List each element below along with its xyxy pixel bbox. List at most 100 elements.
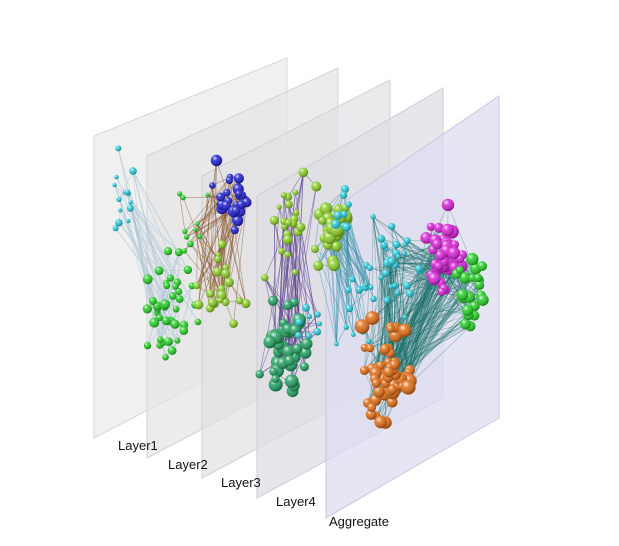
node-shading xyxy=(126,218,131,224)
edge-aggregate xyxy=(390,262,411,382)
node-shading xyxy=(233,173,244,184)
edge-aggregate xyxy=(391,289,447,389)
edge-layer1 xyxy=(118,170,134,200)
edge-layer1 xyxy=(118,222,189,271)
node-shading xyxy=(386,396,398,408)
node-shading xyxy=(261,273,269,282)
node-shading xyxy=(149,317,160,328)
node-shading xyxy=(367,403,377,412)
node-shading xyxy=(126,204,134,212)
node-shading xyxy=(205,192,210,198)
edge-aggregate xyxy=(364,294,463,349)
edge-aggregate xyxy=(377,245,385,372)
edge-aggregate xyxy=(409,249,434,370)
edge-aggregate xyxy=(390,227,440,330)
node-shading xyxy=(284,219,292,227)
edge-layer1 xyxy=(118,199,166,358)
node-shading xyxy=(293,209,300,216)
edge-aggregate xyxy=(390,262,436,265)
node-shading xyxy=(154,266,164,276)
node-shading xyxy=(168,292,177,300)
edge-layer4 xyxy=(336,327,347,345)
edge-aggregate xyxy=(405,294,463,379)
node-shading xyxy=(217,240,227,249)
node-shading xyxy=(314,311,321,318)
edge-aggregate xyxy=(386,263,388,300)
edge-layer2 xyxy=(179,193,186,232)
edge-aggregate xyxy=(364,323,466,349)
edge-aggregate xyxy=(396,270,421,330)
edge-aggregate xyxy=(362,277,479,327)
node-shading xyxy=(278,247,285,255)
edge-layer2 xyxy=(196,244,223,286)
edge-aggregate xyxy=(391,226,405,254)
edge-layer1 xyxy=(132,170,169,252)
edge-aggregate xyxy=(391,226,405,254)
node-shading xyxy=(128,200,133,205)
edge-aggregate xyxy=(404,275,432,318)
node-shading xyxy=(231,206,241,216)
edge-layer1 xyxy=(130,202,158,313)
node-shading xyxy=(461,304,474,316)
node-shading xyxy=(383,366,395,378)
node-shading xyxy=(363,282,368,287)
edge-aggregate xyxy=(372,216,396,287)
edge-layer1 xyxy=(115,227,177,310)
node-shading xyxy=(339,191,348,199)
edge-aggregate xyxy=(405,243,420,269)
edge-aggregate xyxy=(390,262,396,364)
layer-label-4: Layer4 xyxy=(276,494,316,509)
edge-aggregate xyxy=(380,277,384,379)
layer-label-2: Layer2 xyxy=(168,457,208,472)
node-shading xyxy=(267,295,278,306)
node-shading xyxy=(365,409,377,420)
node-shading xyxy=(284,251,291,258)
layer-labels: Layer1 Layer2 Layer3 Layer4 Aggregate xyxy=(118,438,389,529)
node-shading xyxy=(319,202,333,215)
edge-aggregate xyxy=(374,256,399,379)
node-shading xyxy=(441,198,455,212)
node-shading xyxy=(345,201,352,208)
node-shading xyxy=(292,269,299,276)
edge-aggregate xyxy=(384,261,392,351)
node-shading xyxy=(334,341,339,347)
node-shading xyxy=(381,269,390,278)
edge-aggregate xyxy=(389,288,445,328)
node-shading xyxy=(224,277,234,288)
node-shading xyxy=(415,265,423,273)
node-shading xyxy=(432,239,443,250)
edge-aggregate xyxy=(381,252,455,377)
edge-layer3 xyxy=(272,226,285,338)
node-shading xyxy=(163,282,171,290)
edge-aggregate xyxy=(407,258,456,388)
node-shading xyxy=(280,192,287,199)
node-shading xyxy=(305,332,312,339)
edge-layer1 xyxy=(130,208,180,253)
node-shading xyxy=(365,311,380,325)
edge-aggregate xyxy=(372,269,461,319)
node-shading xyxy=(377,234,386,243)
edge-layer3 xyxy=(274,220,276,338)
layer-label-3: Layer3 xyxy=(221,475,261,490)
edge-aggregate xyxy=(381,262,391,377)
node-shading xyxy=(455,266,464,274)
node-shading xyxy=(276,204,282,210)
edge-aggregate xyxy=(387,298,469,316)
node-shading xyxy=(217,297,224,304)
node-shading xyxy=(392,240,401,249)
node-shading xyxy=(383,297,390,304)
node-shading xyxy=(394,290,401,296)
edge-layer3 xyxy=(287,239,310,317)
node-shading xyxy=(295,318,303,326)
node-shading xyxy=(179,326,189,335)
edge-aggregate xyxy=(394,282,442,376)
node-shading xyxy=(164,247,173,256)
edge-layer1 xyxy=(116,176,126,193)
edge-aggregate xyxy=(364,295,482,371)
edge-aggregate xyxy=(392,325,471,371)
nodes-aggregate xyxy=(354,198,489,429)
node-shading xyxy=(175,287,183,296)
node-shading xyxy=(371,378,381,388)
node-shading xyxy=(263,335,277,349)
